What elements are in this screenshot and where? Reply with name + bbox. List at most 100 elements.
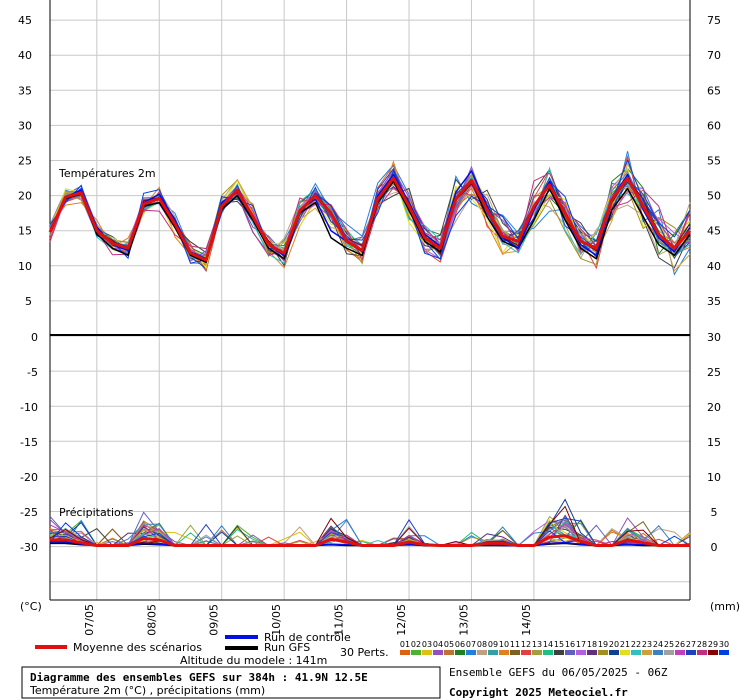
- pert-legend-swatch: [664, 650, 674, 655]
- pert-legend-label: 01: [400, 640, 410, 649]
- pert-legend-swatch: [422, 650, 432, 655]
- pert-legend-label: 19: [598, 640, 608, 649]
- precip-right-tick: 25: [707, 366, 721, 379]
- pert-legend-label: 25: [664, 640, 674, 649]
- pert-legend-swatch: [620, 650, 630, 655]
- date-tick-label: 09/05: [208, 604, 221, 636]
- pert-legend-label: 29: [708, 640, 718, 649]
- precip-left-tick: 0: [31, 331, 38, 344]
- copyright: Copyright 2025 Meteociel.fr: [449, 686, 628, 699]
- pert-legend-swatch: [675, 650, 685, 655]
- pert-legend-label: 26: [675, 640, 685, 649]
- header-title: Diagramme des ensembles GEFS sur 384h : …: [30, 671, 368, 684]
- pert-legend-swatch: [477, 650, 487, 655]
- pert-legend-swatch: [543, 650, 553, 655]
- legend-control-label: Run de contrôle: [264, 631, 351, 644]
- precip-left-tick: -30: [20, 541, 38, 554]
- pert-legend-label: 08: [477, 640, 487, 649]
- precip-right-tick: 5: [711, 506, 718, 519]
- pert-legend-swatch: [598, 650, 608, 655]
- temp-mean-line: [48, 176, 692, 262]
- pert-legend-label: 14: [543, 640, 553, 649]
- temp-right-tick: 45: [707, 225, 721, 238]
- temp-left-tick: 35: [18, 84, 32, 97]
- temp-right-tick: 40: [707, 260, 721, 273]
- pert-legend-label: 22: [631, 640, 641, 649]
- temp-right-tick: 75: [707, 14, 721, 27]
- pert-legend-swatch: [642, 650, 652, 655]
- pert-legend-swatch: [521, 650, 531, 655]
- temp-right-tick: 70: [707, 49, 721, 62]
- temp-left-tick: 45: [18, 14, 32, 27]
- pert-legend-swatch: [554, 650, 564, 655]
- temp-left-tick: 25: [18, 155, 32, 168]
- precip-left-tick: -20: [20, 471, 38, 484]
- pert-legend-label: 30: [719, 640, 729, 649]
- date-tick-label: 13/05: [457, 604, 470, 636]
- pert-legend-label: 17: [576, 640, 586, 649]
- pert-legend-swatch: [488, 650, 498, 655]
- pert-legend-swatch: [653, 650, 663, 655]
- pert-legend-swatch: [510, 650, 520, 655]
- temp-left-tick: 30: [18, 119, 32, 132]
- temp-left-tick: 5: [25, 295, 32, 308]
- pert-legend-swatch: [686, 650, 696, 655]
- precipitation-unit-label: (mm): [710, 600, 740, 613]
- precip-right-tick: 30: [707, 331, 721, 344]
- pert-legend-label: 24: [653, 640, 663, 649]
- pert-legend-label: 09: [488, 640, 498, 649]
- pert-legend-swatch: [433, 650, 443, 655]
- pert-legend-swatch: [576, 650, 586, 655]
- pert-legend-label: 03: [422, 640, 432, 649]
- axes: [49, 0, 691, 601]
- pert-legend-label: 20: [609, 640, 619, 649]
- tick-labels: 07/05 08/05 09/05 10/05 11/05 12/05 13/05 14/05…: [18, 14, 721, 636]
- pert-legend-label: 12: [521, 640, 531, 649]
- pert-legend-swatch: [708, 650, 718, 655]
- pert-legend-label: 05: [444, 640, 454, 649]
- date-tick-label: 11/05: [333, 604, 346, 636]
- header-box: [21, 666, 441, 699]
- precip-right-tick: 10: [707, 471, 721, 484]
- pert-legend-label: 15: [554, 640, 564, 649]
- pert-legend-label: 21: [620, 640, 630, 649]
- date-tick-label: 08/05: [145, 604, 158, 636]
- temperature-panel-title: Températures 2m: [58, 167, 156, 180]
- pert-legend-label: 18: [587, 640, 597, 649]
- temp-left-tick: 40: [18, 49, 32, 62]
- precip-mean-line: [50, 534, 690, 547]
- pert-legend-label: 02: [411, 640, 421, 649]
- precipitation-panel-title: Précipitations: [59, 506, 134, 519]
- temp-right-tick: 65: [707, 84, 721, 97]
- precip-right-tick: 0: [711, 541, 718, 554]
- temperature-unit-label: (°C): [20, 600, 42, 613]
- pert-legend-swatch: [719, 650, 729, 655]
- pert-legend-label: 23: [642, 640, 652, 649]
- pert-legend-swatch: [466, 650, 476, 655]
- pert-legend-label: 28: [697, 640, 707, 649]
- series-lines: [48, 170, 692, 547]
- pert-legend-label: 10: [499, 640, 509, 649]
- precip-left-tick: -5: [27, 366, 38, 379]
- pert-legend-swatch: [587, 650, 597, 655]
- precip-right-tick: 20: [707, 401, 721, 414]
- pert-legend-swatch: [532, 650, 542, 655]
- precip-left-tick: -15: [20, 436, 38, 449]
- pert-legend-swatch: [400, 650, 410, 655]
- pert-legend-label: 07: [466, 640, 476, 649]
- pert-legend-swatch: [697, 650, 707, 655]
- temp-right-tick: 55: [707, 155, 721, 168]
- pert-legend-swatch: [444, 650, 454, 655]
- temp-member-line: [49, 172, 691, 262]
- temp-left-tick: 10: [18, 260, 32, 273]
- pert-legend-swatch: [411, 650, 421, 655]
- temp-left-tick: 20: [18, 190, 32, 203]
- pert-legend-swatch: [631, 650, 641, 655]
- temp-right-tick: 35: [707, 295, 721, 308]
- date-tick-label: 07/05: [83, 604, 96, 636]
- run-info: Ensemble GEFS du 06/05/2025 - 06Z: [449, 666, 668, 679]
- date-tick-label: 14/05: [520, 604, 533, 636]
- legend-mean-label: Moyenne des scénarios: [73, 641, 202, 654]
